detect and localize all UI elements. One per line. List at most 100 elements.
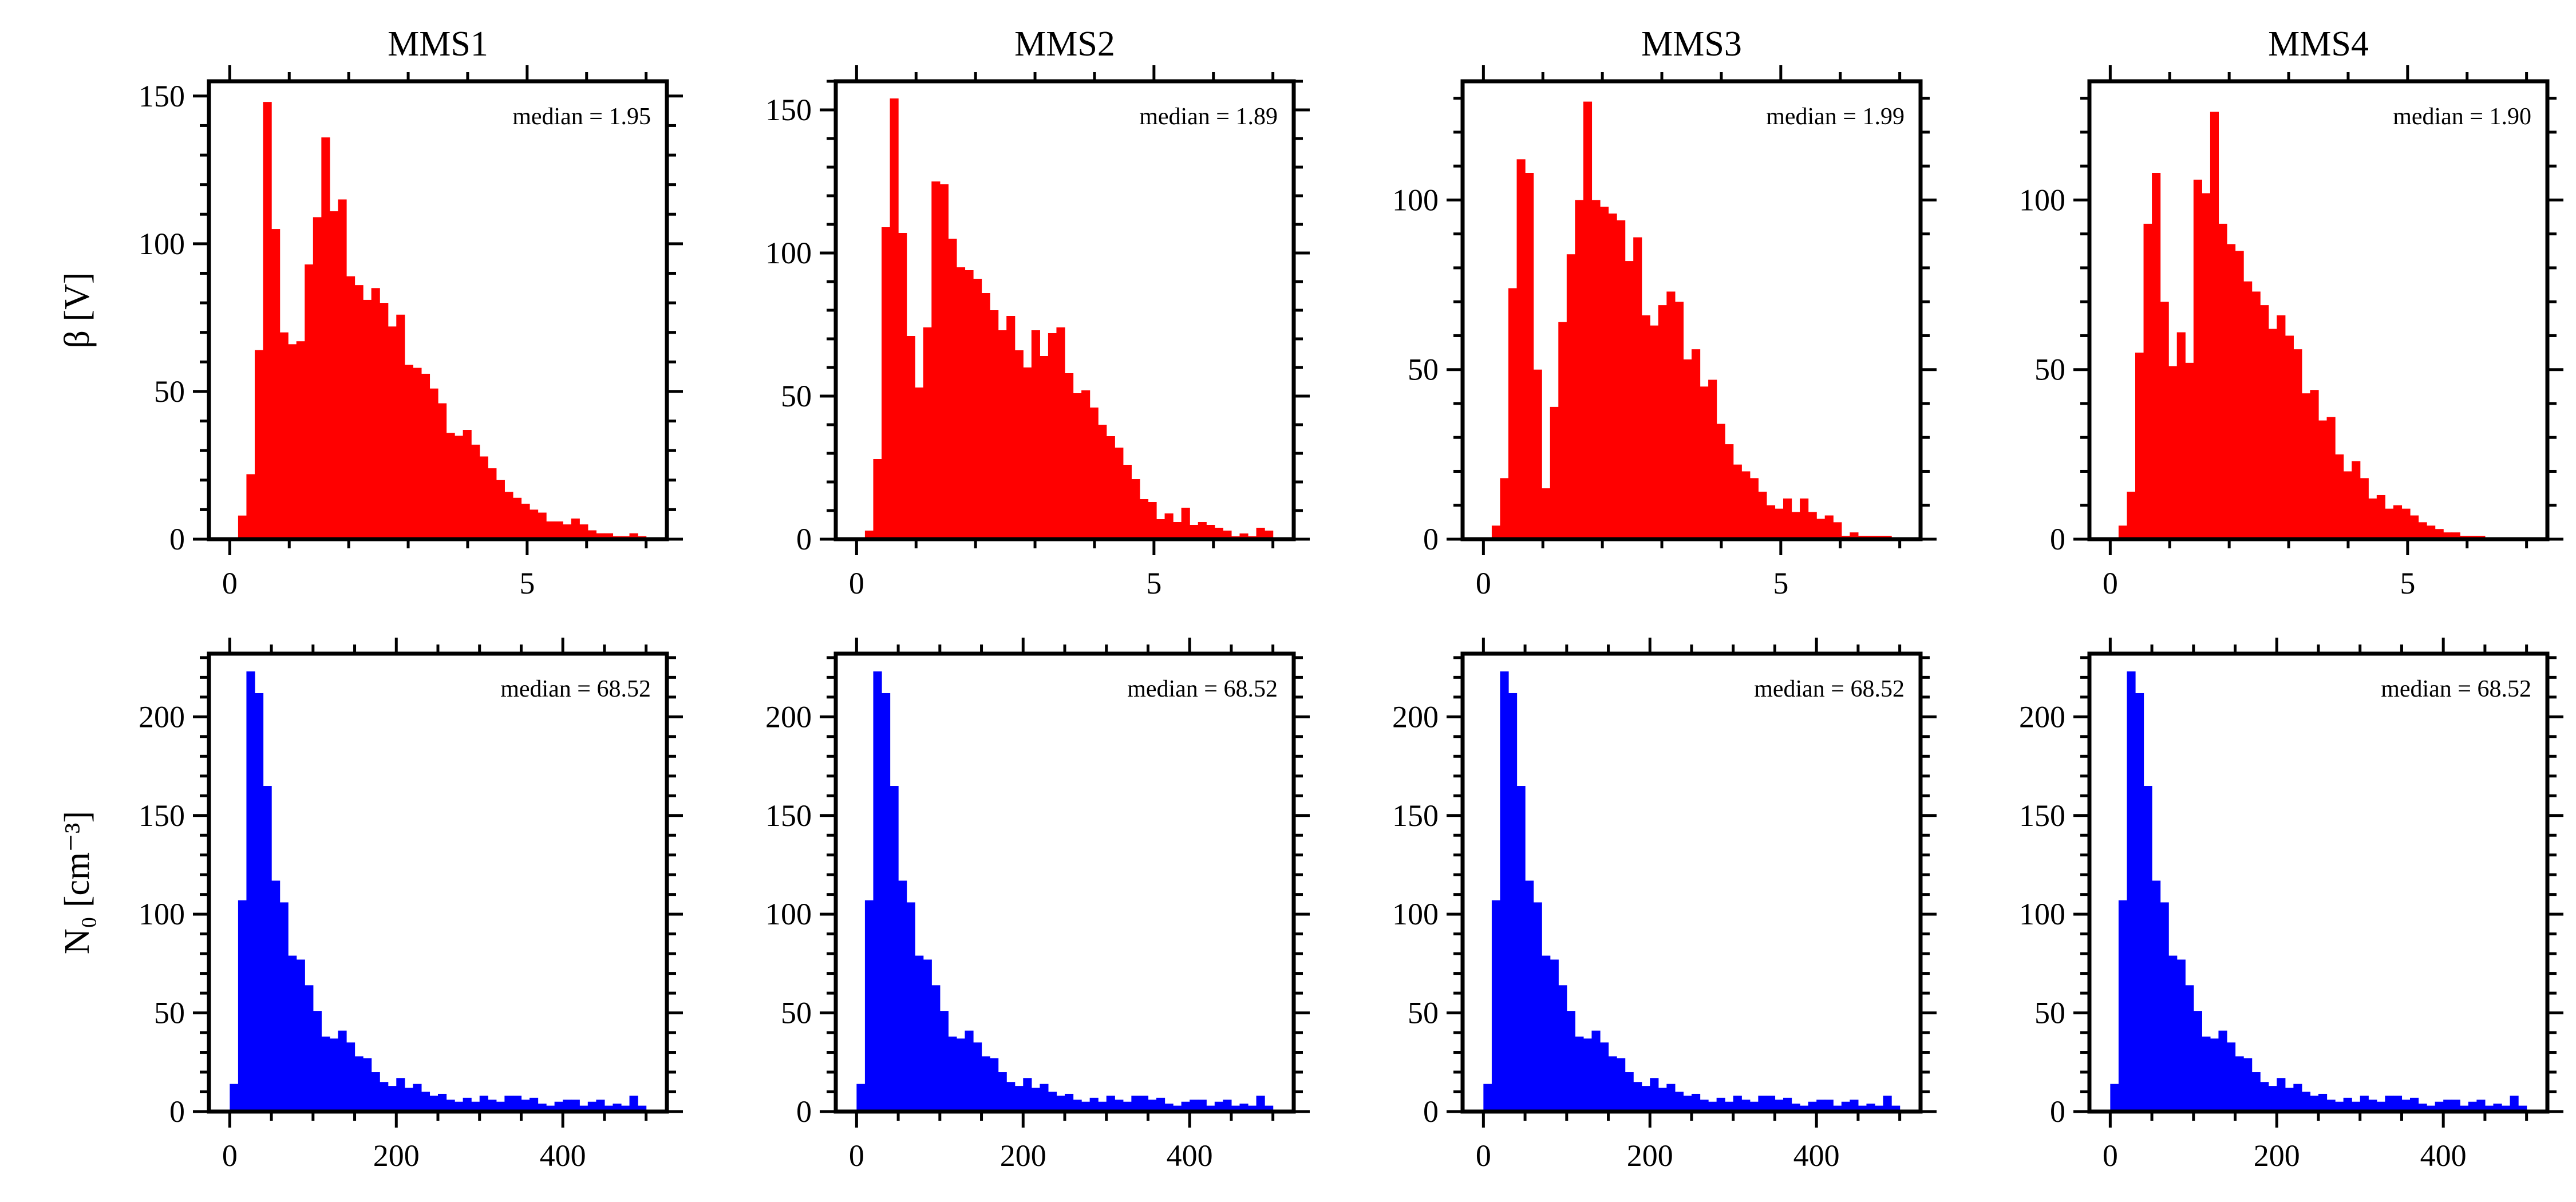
y-tick-label: 0 xyxy=(2050,1094,2065,1129)
histogram-bar xyxy=(413,1084,422,1112)
histogram-bar xyxy=(1164,513,1174,539)
histogram-bars xyxy=(2118,112,2486,540)
y-tick-label: 50 xyxy=(781,379,812,413)
histogram-bar xyxy=(2268,1086,2277,1112)
histogram-bar xyxy=(396,314,405,539)
histogram-bar xyxy=(1508,288,1518,539)
histogram-bar xyxy=(1775,1100,1784,1112)
histogram-bar xyxy=(1850,1100,1859,1112)
histogram-bar xyxy=(463,1097,472,1112)
histogram-bar xyxy=(1081,1101,1091,1112)
histogram-bar xyxy=(421,1092,430,1112)
histogram-bar xyxy=(856,1084,866,1112)
histogram-bar xyxy=(1608,1056,1617,1112)
histogram-bar xyxy=(404,1088,413,1112)
histogram-bar xyxy=(973,1042,982,1112)
histogram-bar xyxy=(604,1105,614,1112)
histogram-bar xyxy=(873,459,882,539)
histogram-bar xyxy=(923,959,932,1112)
histogram-bar xyxy=(2127,492,2136,539)
histogram-bar xyxy=(2502,1105,2511,1112)
x-tick-label: 0 xyxy=(2103,566,2118,600)
histogram-bar xyxy=(2118,525,2128,539)
histogram-bar xyxy=(2218,1030,2227,1112)
histogram-bar xyxy=(421,373,430,539)
histogram-bar xyxy=(1733,464,1742,539)
histogram-bar xyxy=(2227,1042,2236,1112)
histogram-bar xyxy=(1248,1105,1257,1112)
histogram-bar xyxy=(338,199,347,539)
histogram-bar xyxy=(2235,1056,2244,1112)
histogram-bar xyxy=(463,430,472,539)
y-tick-label: 50 xyxy=(781,996,812,1030)
histogram-bar xyxy=(1716,1097,1725,1112)
histogram-bar xyxy=(263,786,272,1112)
histogram-bar xyxy=(305,264,314,539)
histogram-bar xyxy=(1692,349,1701,539)
histogram-bar xyxy=(488,1100,497,1112)
histogram-bar xyxy=(388,1086,397,1112)
histogram-bar xyxy=(2210,1038,2219,1112)
histogram-bar xyxy=(455,1101,464,1112)
histogram-bar xyxy=(1641,315,1650,539)
histogram-bar xyxy=(1516,786,1526,1112)
histogram-bar xyxy=(2335,1101,2344,1112)
histogram-bar xyxy=(2202,193,2211,539)
y-tick-label: 100 xyxy=(139,227,185,261)
histogram-bar xyxy=(521,1100,530,1112)
histogram-bar xyxy=(898,880,907,1112)
histogram-bar xyxy=(2401,508,2411,539)
histogram-bar xyxy=(2460,1105,2469,1112)
histogram-bar xyxy=(621,1105,630,1112)
histogram-bar xyxy=(2185,985,2194,1112)
subplot-title: MMS3 xyxy=(1641,25,1742,64)
histogram-bar xyxy=(965,1030,974,1112)
y-tick-label: 100 xyxy=(765,897,812,931)
histogram-bar xyxy=(255,350,264,539)
histogram-bar xyxy=(1725,444,1734,539)
histogram-bar xyxy=(1148,1100,1157,1112)
histogram-bar xyxy=(2451,532,2460,539)
subplot-5: 0 50 100 150 200 0 200 400 median = 68.52 N₀ [cm⁻… xyxy=(58,638,683,1173)
x-tick-label: 200 xyxy=(373,1138,420,1173)
histogram-bar xyxy=(2352,1101,2361,1112)
histogram-bar xyxy=(2401,1100,2411,1112)
y-tick-label: 0 xyxy=(796,522,812,556)
histogram-bar xyxy=(538,512,547,539)
histogram-bar xyxy=(371,1072,380,1112)
histogram-bar xyxy=(1031,1088,1040,1112)
histogram-bar xyxy=(1181,508,1190,539)
histogram-bar xyxy=(2427,1105,2436,1112)
histogram-bar xyxy=(2343,1097,2352,1112)
histogram-bar xyxy=(2427,525,2436,539)
histogram-bar xyxy=(1542,955,1551,1112)
y-tick-label: 150 xyxy=(2019,798,2065,833)
histogram-bar xyxy=(2135,353,2144,539)
histogram-bar xyxy=(1758,1096,1767,1112)
histogram-bar xyxy=(1708,379,1717,539)
y-tick-label: 200 xyxy=(2019,699,2065,734)
histogram-bar xyxy=(2193,1011,2202,1112)
histogram-bar xyxy=(1508,693,1518,1112)
histogram-bar xyxy=(998,1072,1007,1112)
histogram-bar xyxy=(587,1101,596,1112)
x-tick-label: 0 xyxy=(1476,1138,1491,1173)
histogram-bar xyxy=(1265,531,1274,539)
y-tick-label: 150 xyxy=(765,798,812,833)
histogram-bar xyxy=(1048,1092,1057,1112)
histogram-bar xyxy=(990,310,999,539)
y-tick-label: 50 xyxy=(154,374,185,409)
histogram-bar xyxy=(629,1096,638,1112)
histogram-bar xyxy=(1641,1086,1650,1112)
histogram-bar xyxy=(981,293,990,539)
histogram-bar xyxy=(1850,532,1859,539)
histogram-bar xyxy=(1031,330,1040,539)
histogram-bar xyxy=(296,341,305,539)
histogram-bar xyxy=(1575,1036,1584,1112)
histogram-bar xyxy=(1181,1101,1190,1112)
histogram-bar xyxy=(1156,519,1165,539)
histogram-bar xyxy=(1583,101,1593,540)
histogram-bar xyxy=(998,330,1007,539)
histogram-bar xyxy=(882,693,891,1112)
histogram-bar xyxy=(915,955,924,1112)
